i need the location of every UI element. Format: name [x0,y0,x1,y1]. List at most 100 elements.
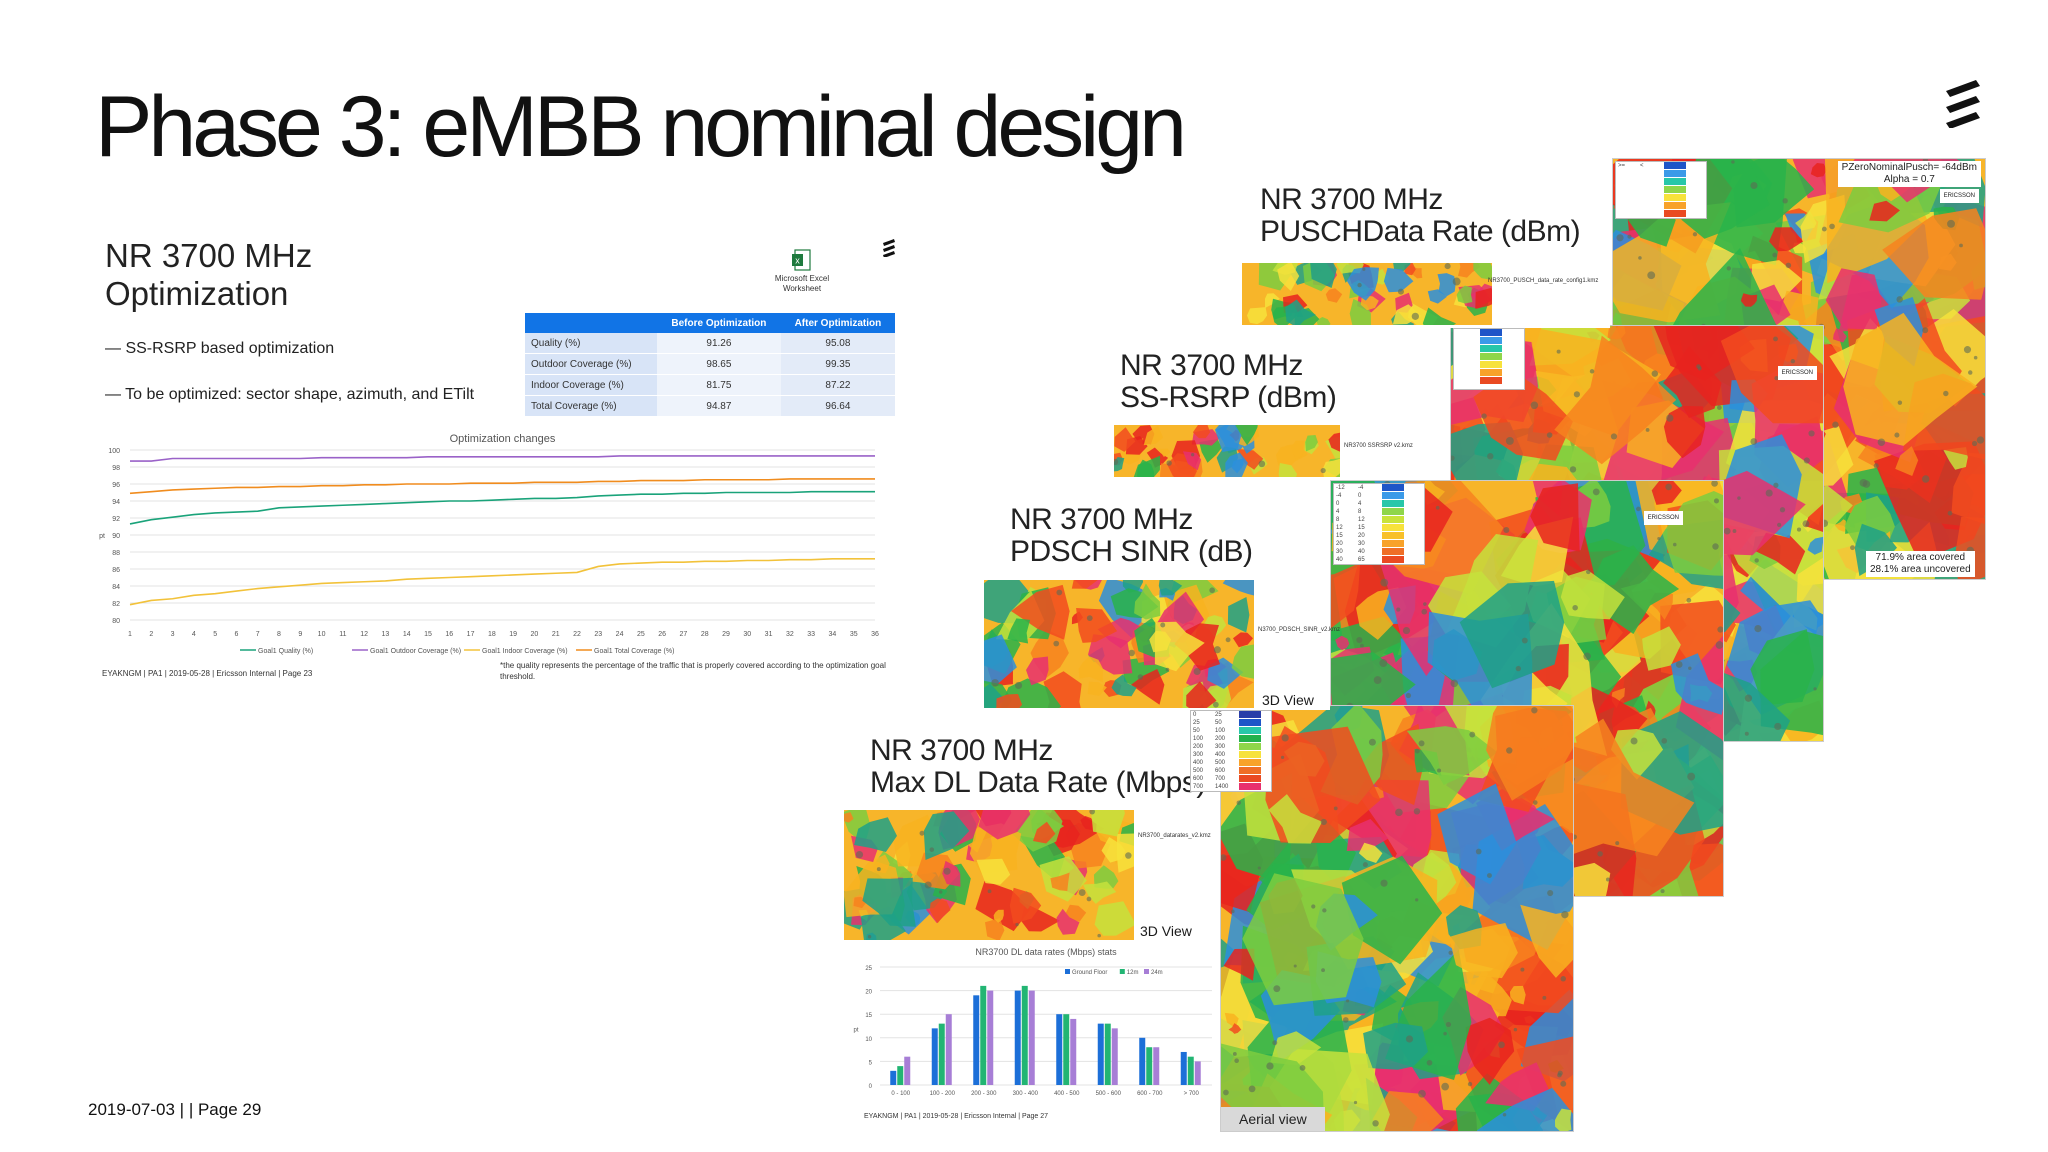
dl-3d-view[interactable]: 3D View [1140,923,1192,939]
heatmap-region [1486,706,1573,801]
heatmap-site [1450,679,1459,688]
table-cell: 94.87 [657,395,781,417]
heatmap-site [1056,589,1063,596]
heatmap-region [1328,432,1340,452]
heatmap-site [1448,950,1453,955]
x-tick-label: 10 [318,631,326,638]
heatmap-site [1773,482,1779,488]
heatmap-site [1166,460,1172,466]
rsrp-label: NR 3700 MHz SS-RSRP (dBm) [1120,349,1337,414]
heatmap-site [1732,529,1737,533]
heatmap-site [1675,661,1683,668]
dl-label: NR 3700 MHz Max DL Data Rate (Mbps) [870,735,1206,799]
heatmap-site [1502,1112,1507,1117]
heatmap-site [1850,545,1855,551]
y-tick-label: 94 [112,499,120,506]
rsrp-label-line1: NR 3700 MHz [1120,349,1303,382]
heatmap-region [844,812,854,823]
heatmap-region [1456,285,1473,304]
x-tick-label: 36 [871,631,879,638]
heatmap-site [1754,624,1762,633]
heatmap-region [1663,405,1706,459]
heatmap-site [1505,436,1514,445]
svg-text:x: x [795,256,800,266]
dl-label-line1: NR 3700 MHz [870,734,1053,767]
series-line [129,490,875,525]
sinr-kmz[interactable]: N3700_PDSCH_SINR_v2.kmz [1258,627,1341,633]
heatmap-region [1825,268,1882,330]
aerial-view-label[interactable]: Aerial view [1221,1107,1325,1131]
bar [980,985,987,1085]
heatmap-region [1235,425,1258,446]
series-line [130,455,875,462]
heatmap-region [1331,652,1416,718]
heatmap-region [1114,427,1136,452]
heatmap-site [1723,527,1731,535]
heatmap-region [1223,948,1255,981]
pusch-param-note-2: Alpha = 0.7 [1883,174,1935,185]
heatmap-site [1779,507,1786,513]
heatmap-site [1773,336,1778,342]
legend-label: 12m [1127,970,1139,976]
excel-icon[interactable]: x [792,249,812,271]
heatmap-region [1341,855,1443,965]
x-tick-label: 21 [552,631,560,638]
heatmap-region [1236,448,1264,470]
heatmap-site [1873,463,1879,469]
bar [1097,1023,1104,1085]
bullet-1: — SS-RSRP based optimization [105,340,335,357]
pusch-ericsson-mark: ERICSSON [1939,189,1979,203]
x-tick-label: 29 [722,631,730,638]
heatmap-site [1531,707,1538,714]
rsrp-thumbnail-image [1114,425,1340,477]
x-tick-label: 32 [786,631,794,638]
rsrp-kmz[interactable]: NR3700 SSRSRP v2.kmz [1344,443,1413,449]
dl-heatmap-image [1221,706,1573,1131]
heatmap-site [1445,1021,1452,1028]
heatmap-site [1627,234,1632,239]
heatmap-region [1157,448,1171,457]
heatmap-region [1796,557,1823,615]
heatmap-site [1660,889,1665,894]
table-cell: Indoor Coverage (%) [525,374,657,396]
heatmap-site [1687,772,1696,781]
optimization-title-line1: NR 3700 MHz [105,237,313,274]
heatmap-site [1086,896,1092,902]
heatmap-region [1143,425,1164,446]
x-tick-label: 27 [680,631,688,638]
heatmap-site [1209,587,1215,594]
y-tick-label: 5 [869,1060,873,1066]
heatmap-region [1331,562,1361,629]
heatmap-region [1358,842,1383,863]
x-tick-label: 12 [360,631,368,638]
heatmap-site [919,830,925,836]
heatmap-site [1357,282,1362,288]
table-cell: 98.65 [657,353,781,375]
sinr-3d-view[interactable]: 3D View [1262,692,1314,708]
heatmap-region [1383,267,1414,293]
heatmap-site [1513,1027,1518,1032]
heatmap-site [1636,506,1641,512]
heatmap-site [1015,922,1019,927]
x-tick-label: 24 [616,631,624,638]
heatmap-site [1561,911,1569,919]
heatmap-site [1717,405,1722,410]
x-tick-label: 300 - 400 [1013,1091,1039,1097]
heatmap-region [1007,618,1031,644]
legend-label: Goal1 Indoor Coverage (%) [482,648,568,655]
heatmap-site [1405,692,1412,699]
table-row: Outdoor Coverage (%) 98.65 99.35 [525,353,895,375]
table-cell: 96.64 [780,395,895,417]
heatmap-region [1325,288,1343,303]
heatmap-region [1186,681,1217,708]
pusch-label-line2: PUSCHData Rate (dBm) [1260,215,1581,248]
heatmap-region [993,909,1004,923]
heatmap-site [1372,1120,1379,1127]
dl-card: NR 3700 MHz Max DL Data Rate (Mbps) NR37… [840,725,1220,1130]
pusch-kmz[interactable]: NR3700_PUSCH_data_rate_config1.kmz [1488,278,1599,284]
heatmap-region [1056,908,1080,935]
heatmap-site [1610,433,1618,440]
dl-kmz[interactable]: NR3700_datarates_v2.kmz [1138,833,1211,839]
table-header: Before Optimization [657,313,781,333]
